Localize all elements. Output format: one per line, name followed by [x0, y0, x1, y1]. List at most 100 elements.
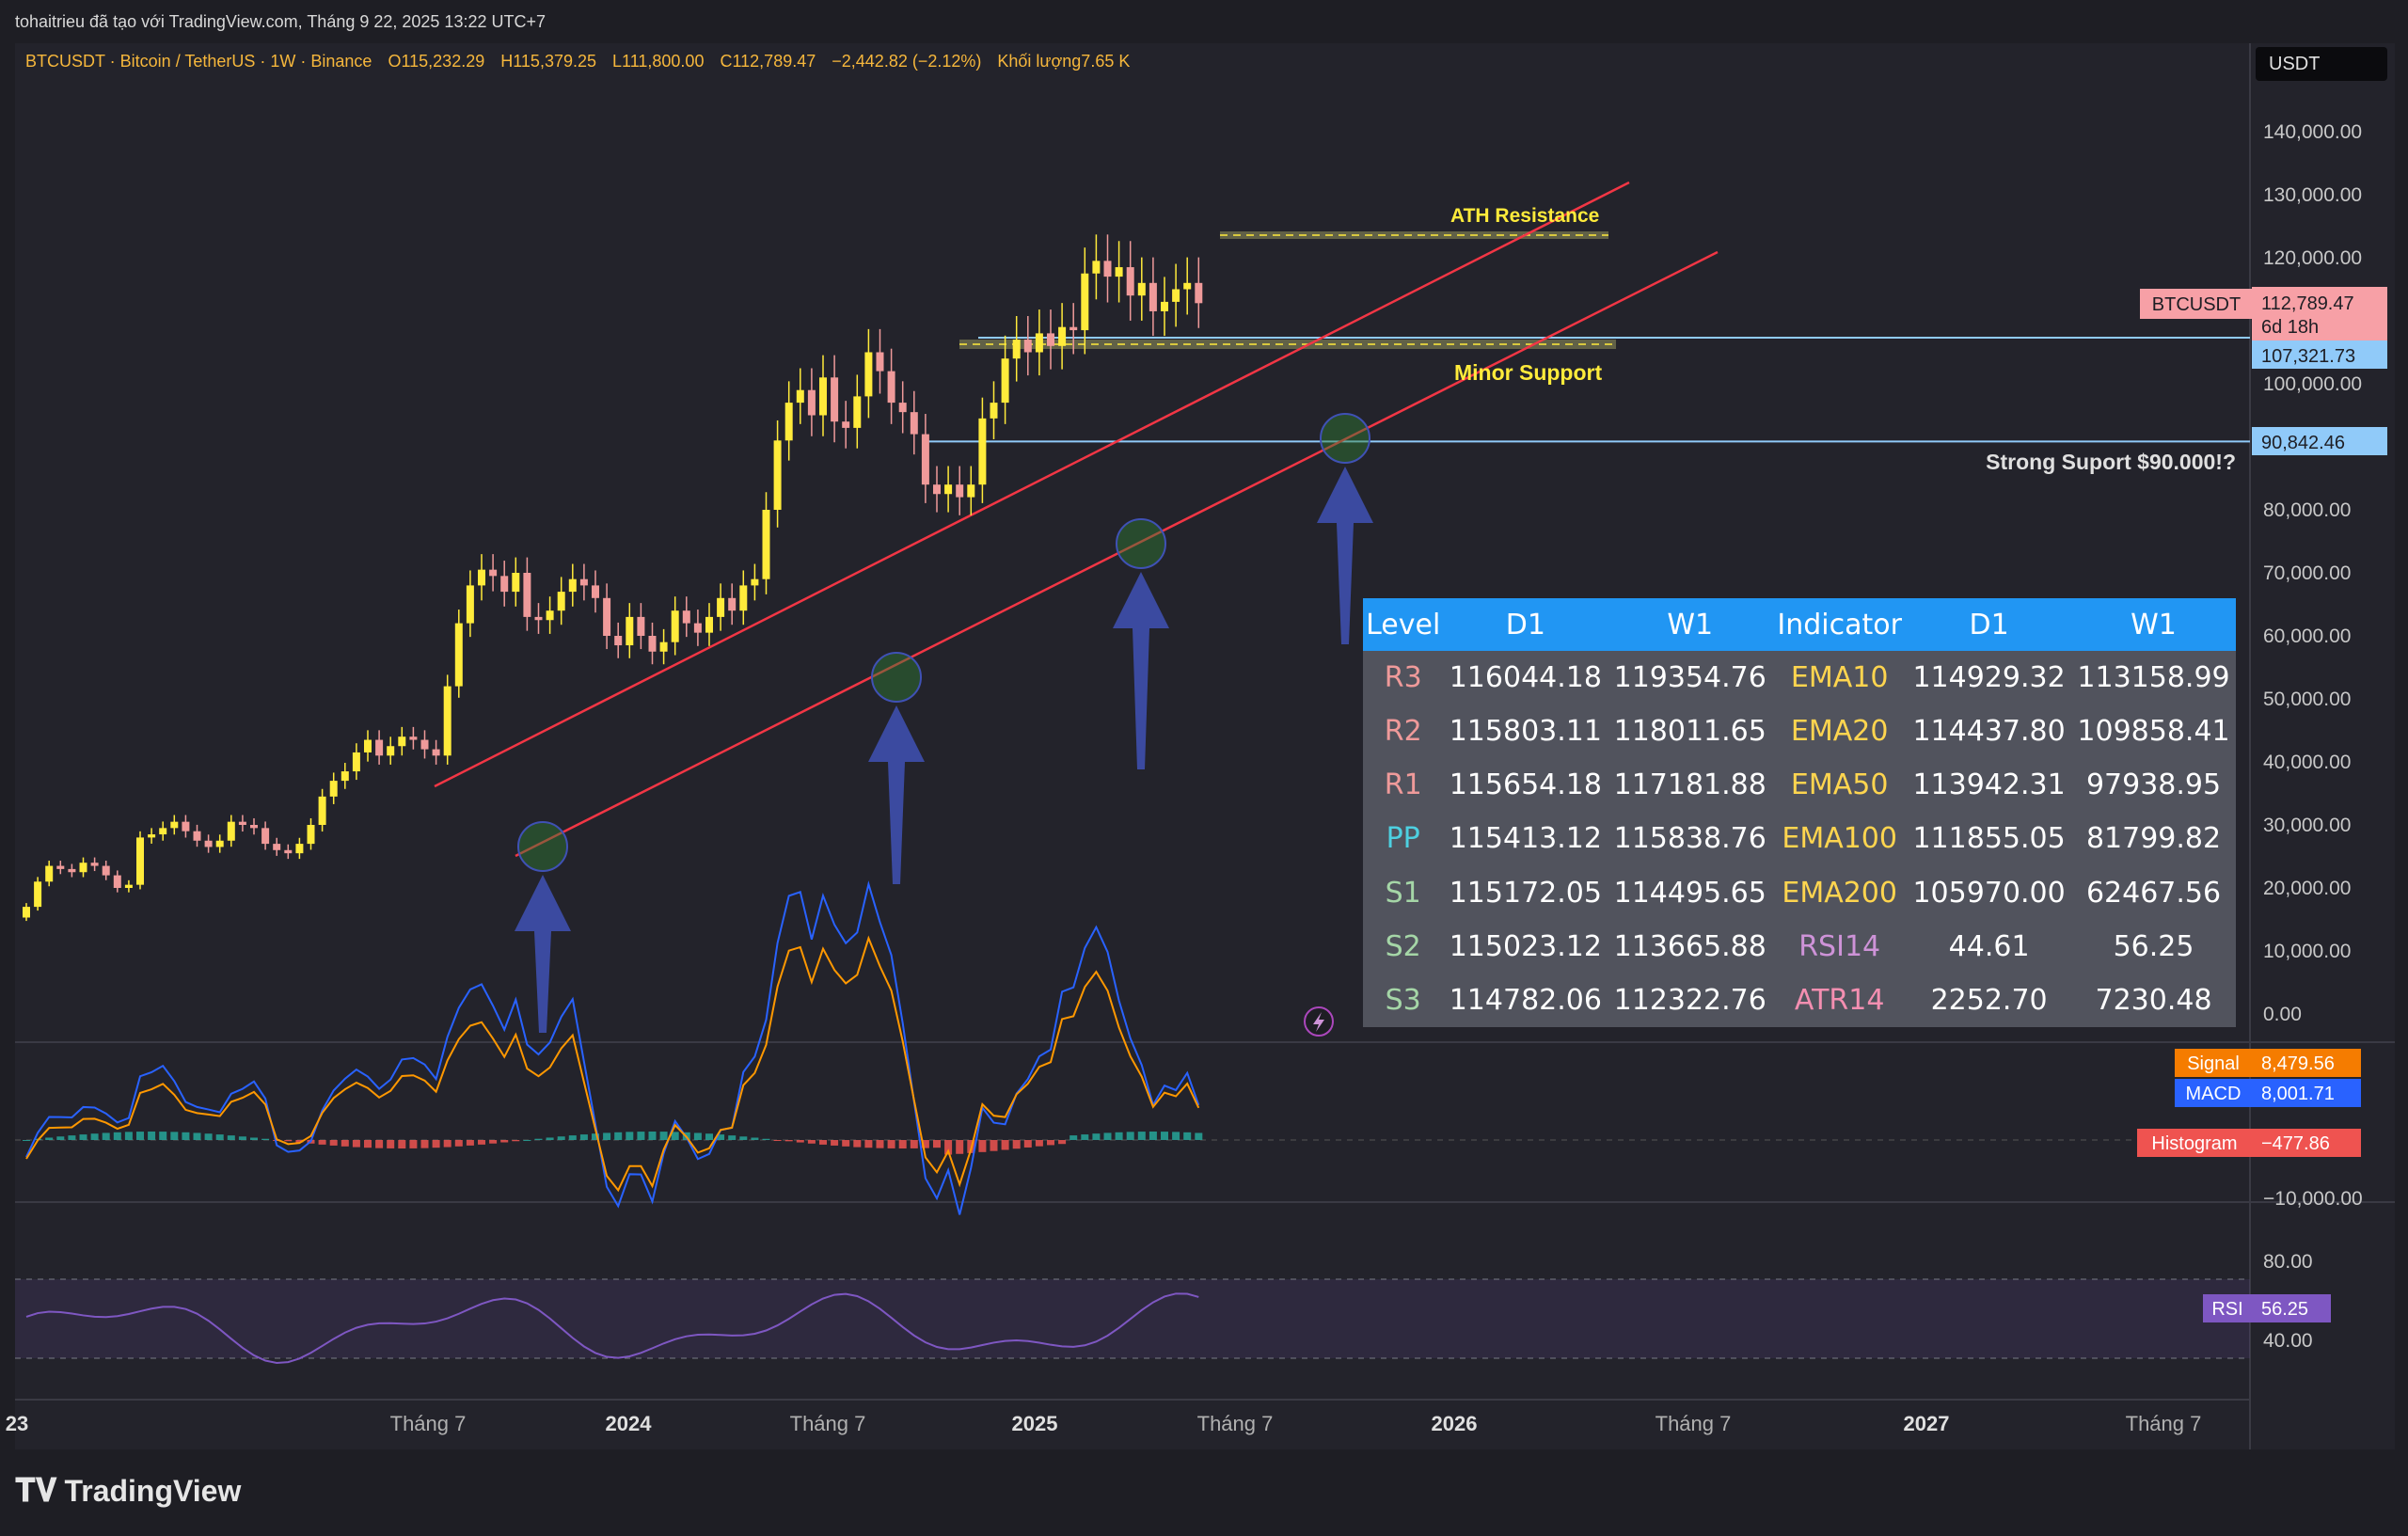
candle-body: [375, 739, 384, 756]
candle-body: [124, 884, 133, 888]
macd-histogram-bar: [375, 1140, 384, 1148]
candle-body: [728, 597, 737, 611]
macd-histogram-bar: [56, 1136, 65, 1140]
candle-body: [705, 616, 713, 633]
lightning-icon[interactable]: [1304, 1006, 1334, 1037]
candle-body: [1047, 333, 1054, 346]
table-cell: S3: [1385, 983, 1421, 1017]
candle-body: [512, 573, 520, 593]
macd-line: [25, 880, 1200, 1215]
y-tick-label: 20,000.00: [2263, 878, 2351, 899]
candle-body: [34, 881, 42, 908]
candle-body: [1103, 261, 1112, 277]
candle-body: [409, 736, 418, 740]
macd-histogram-bar: [626, 1132, 634, 1140]
table-cell: 114782.06: [1449, 983, 1602, 1017]
candle-body: [182, 821, 190, 831]
macd-histogram-bar: [751, 1137, 759, 1140]
price-label-line-1: 107,321.73: [2252, 340, 2387, 369]
table-cell: 115654.18: [1449, 768, 1602, 802]
table-header-cell: W1: [1608, 598, 1773, 651]
macd-histogram-bar: [1103, 1132, 1112, 1140]
symbol-name[interactable]: BTCUSDT · Bitcoin / TetherUS · 1W · Bina…: [25, 52, 372, 71]
candle-body: [273, 844, 281, 850]
y-tick-label: 30,000.00: [2263, 815, 2351, 836]
macd-histogram-bar: [227, 1135, 235, 1140]
price-label-btcusdt: BTCUSDT 112,789.47 6d 18h: [2140, 287, 2387, 341]
macd-legend-signal-value: 8,479.56: [2261, 1053, 2335, 1074]
table-row: PP 115413.12 115838.76 EMA100 111855.05 81799…: [1363, 812, 2236, 865]
candle-body: [79, 863, 87, 873]
rsi-legend-name: RSI: [2211, 1299, 2242, 1320]
macd-histogram-bar: [784, 1140, 793, 1142]
candle-body: [773, 440, 782, 510]
price-label-countdown: 6d 18h: [2261, 317, 2319, 338]
y-tick-label: 100,000.00: [2263, 373, 2362, 395]
candle-body: [807, 389, 816, 416]
rsi-line: [25, 1292, 1199, 1364]
price-label-line-2: 90,842.46: [2252, 427, 2387, 455]
table-cell: 44.61: [1948, 929, 2030, 963]
table-cell: S1: [1385, 876, 1421, 910]
table-header-cell: D1: [1907, 598, 2072, 651]
rsi-ytick-80: 80.00: [2263, 1251, 2313, 1273]
macd-histogram-bar: [546, 1137, 554, 1140]
candle-body: [1161, 301, 1168, 311]
table-cell: 97938.95: [2085, 768, 2222, 802]
candle-body: [387, 746, 395, 756]
ohlc-high: H115,379.25: [500, 52, 597, 71]
macd-histogram-bar: [398, 1140, 406, 1148]
candle-body: [420, 739, 429, 750]
candle-body: [717, 597, 725, 617]
channel-upper-line: [434, 181, 1630, 788]
macd-histogram-bar: [921, 1140, 929, 1148]
touch-circle: [517, 821, 568, 872]
footer-brand: 𝐓𝐕 TradingView: [15, 1473, 241, 1510]
top-caption-bar: tohaitrieu đã tạo với TradingView.com, T…: [0, 0, 2408, 43]
table-cell: EMA10: [1790, 661, 1889, 695]
table-cell: EMA100: [1782, 822, 1897, 856]
candle-body: [284, 849, 293, 854]
table-cell: 112322.76: [1613, 983, 1766, 1017]
candle-body: [831, 377, 839, 422]
candle-body: [557, 592, 565, 611]
volume: Khối lượng7.65 K: [997, 52, 1131, 71]
macd-histogram-bar: [557, 1136, 565, 1140]
y-tick-label: 140,000.00: [2263, 121, 2362, 143]
macd-histogram-bar: [159, 1132, 167, 1140]
top-caption: tohaitrieu đã tạo với TradingView.com, T…: [15, 12, 546, 31]
candle-body: [568, 578, 577, 593]
price-label-line-1-value: 107,321.73: [2261, 346, 2355, 367]
candle-body: [967, 484, 975, 498]
candle-body: [307, 825, 315, 845]
macd-histogram-bar: [693, 1132, 702, 1140]
y-tick-label: 80,000.00: [2263, 499, 2351, 521]
macd-histogram-bar: [387, 1140, 395, 1148]
table-header-cell: Indicator: [1772, 598, 1908, 651]
macd-histogram-bar: [193, 1132, 201, 1140]
candle-body: [762, 510, 770, 579]
minor-support-zone: [959, 340, 1616, 349]
macd-histogram-bar: [910, 1140, 918, 1148]
macd-legend-histogram: Histogram −477.86: [2137, 1129, 2361, 1157]
y-tick-label: 60,000.00: [2263, 625, 2351, 647]
x-tick-label: 2025: [1012, 1412, 1058, 1435]
candle-body: [113, 875, 121, 888]
currency-selector[interactable]: USDT: [2256, 47, 2387, 81]
macd-histogram-bar: [136, 1132, 144, 1140]
candle-body: [90, 863, 99, 866]
macd-histogram-bar: [1161, 1132, 1168, 1140]
macd-histogram-bar: [728, 1135, 737, 1140]
support-arrow: [1317, 467, 1373, 644]
table-cell: 81799.82: [2085, 822, 2222, 856]
table-row: R2 115803.11 118011.65 EMA20 114437.80 109858…: [1363, 705, 2236, 758]
table-cell: EMA50: [1790, 768, 1889, 802]
macd-histogram-bar: [45, 1137, 54, 1140]
x-tick-label: 2024: [606, 1412, 653, 1435]
macd-histogram-bar: [796, 1140, 804, 1143]
candle-body: [659, 641, 668, 652]
macd-histogram-bar: [534, 1138, 543, 1140]
candle-body: [204, 840, 213, 847]
candle-body: [1023, 340, 1032, 353]
